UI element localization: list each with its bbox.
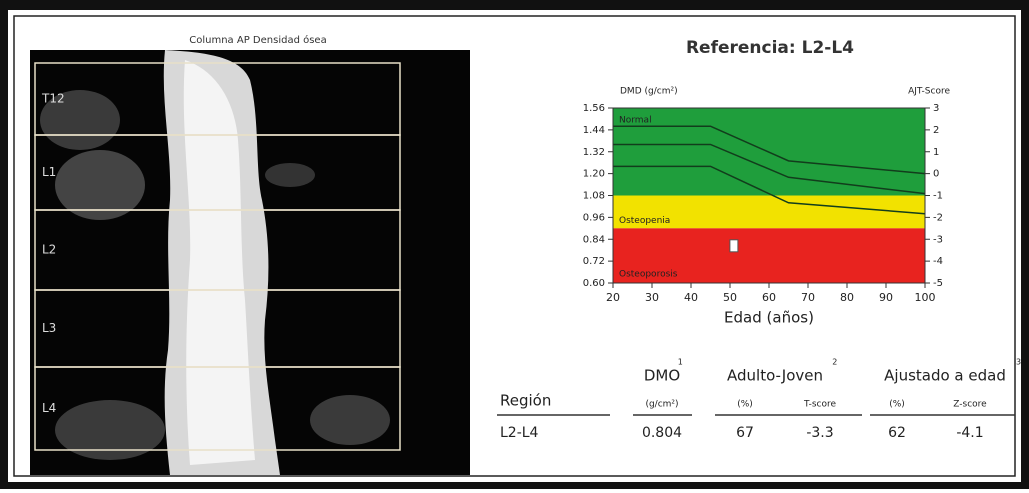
- cell: -3.3: [806, 425, 833, 441]
- chart: Normal Osteopenia Osteoporosis 1.56 1.44 1.32…: [583, 103, 943, 304]
- column-header: DMO: [644, 367, 680, 385]
- y2-tick-label: 2: [933, 125, 939, 136]
- x-tick-label: 20: [606, 291, 620, 304]
- subheader: T-score: [803, 400, 837, 410]
- zone-label: Osteopenia: [619, 216, 670, 226]
- y2-tick-label: -4: [933, 256, 943, 267]
- patient-marker: [730, 240, 738, 252]
- region-label: L4: [42, 401, 56, 415]
- header-note: 2: [832, 358, 837, 367]
- region-label: T12: [41, 92, 65, 106]
- subheader: Región: [500, 392, 551, 410]
- cell: -4.1: [956, 425, 983, 441]
- y-axis-label: DMD (g/cm²): [620, 87, 678, 97]
- y2-tick-label: 0: [933, 169, 939, 180]
- x-axis-label: Edad (años): [724, 309, 814, 327]
- y-tick-label: 0.72: [583, 256, 605, 267]
- cell: L2-L4: [500, 425, 539, 441]
- zone-label: Normal: [619, 116, 652, 126]
- report: Columna AP Densidad ósea T12 L1 L2 L3 L4 Ref…: [0, 0, 1029, 489]
- region-label: L2: [42, 243, 56, 257]
- y-tick-label: 1.56: [583, 103, 605, 114]
- column-header: Ajustado a edad: [884, 367, 1006, 385]
- y2-tick-label: -3: [933, 234, 943, 245]
- cell: 0.804: [642, 425, 682, 441]
- cell: 62: [888, 425, 906, 441]
- y-tick-label: 0.84: [583, 234, 605, 245]
- y2-tick-label: -2: [933, 212, 943, 223]
- y2-axis-label: AJT-Score: [908, 87, 950, 97]
- spine-scan: [30, 50, 470, 475]
- subheader: (g/cm²): [645, 400, 678, 410]
- x-tick-label: 80: [840, 291, 854, 304]
- y-tick-label: 1.32: [583, 147, 605, 158]
- y-tick-label: 1.20: [583, 169, 605, 180]
- y2-tick-label: -5: [933, 278, 943, 289]
- column-header: Adulto-Joven: [727, 367, 823, 385]
- y2-tick-label: -1: [933, 191, 943, 202]
- image-title: Columna AP Densidad ósea: [189, 34, 326, 46]
- y-tick-label: 0.96: [583, 212, 605, 223]
- region-label: L3: [42, 321, 56, 335]
- x-tick-label: 60: [762, 291, 776, 304]
- y-tick-label: 0.60: [583, 278, 605, 289]
- x-tick-label: 50: [723, 291, 737, 304]
- region-label: L1: [42, 165, 56, 179]
- cell: 67: [736, 425, 754, 441]
- subheader: (%): [737, 400, 753, 410]
- x-tick-label: 30: [645, 291, 659, 304]
- header-note: 3: [1016, 358, 1021, 367]
- zone-label: Osteoporosis: [619, 270, 678, 280]
- header-note: 1: [678, 358, 683, 367]
- subheader: (%): [889, 400, 905, 410]
- x-tick-label: 90: [879, 291, 893, 304]
- y-tick-label: 1.08: [583, 191, 605, 202]
- y2-tick-label: 1: [933, 147, 939, 158]
- x-tick-label: 100: [915, 291, 936, 304]
- y2-tick-label: 3: [933, 103, 939, 114]
- subheader: Z-score: [953, 400, 987, 410]
- chart-title: Referencia: L2-L4: [686, 38, 854, 58]
- x-tick-label: 70: [801, 291, 815, 304]
- y-tick-label: 1.44: [583, 125, 605, 136]
- x-tick-label: 40: [684, 291, 698, 304]
